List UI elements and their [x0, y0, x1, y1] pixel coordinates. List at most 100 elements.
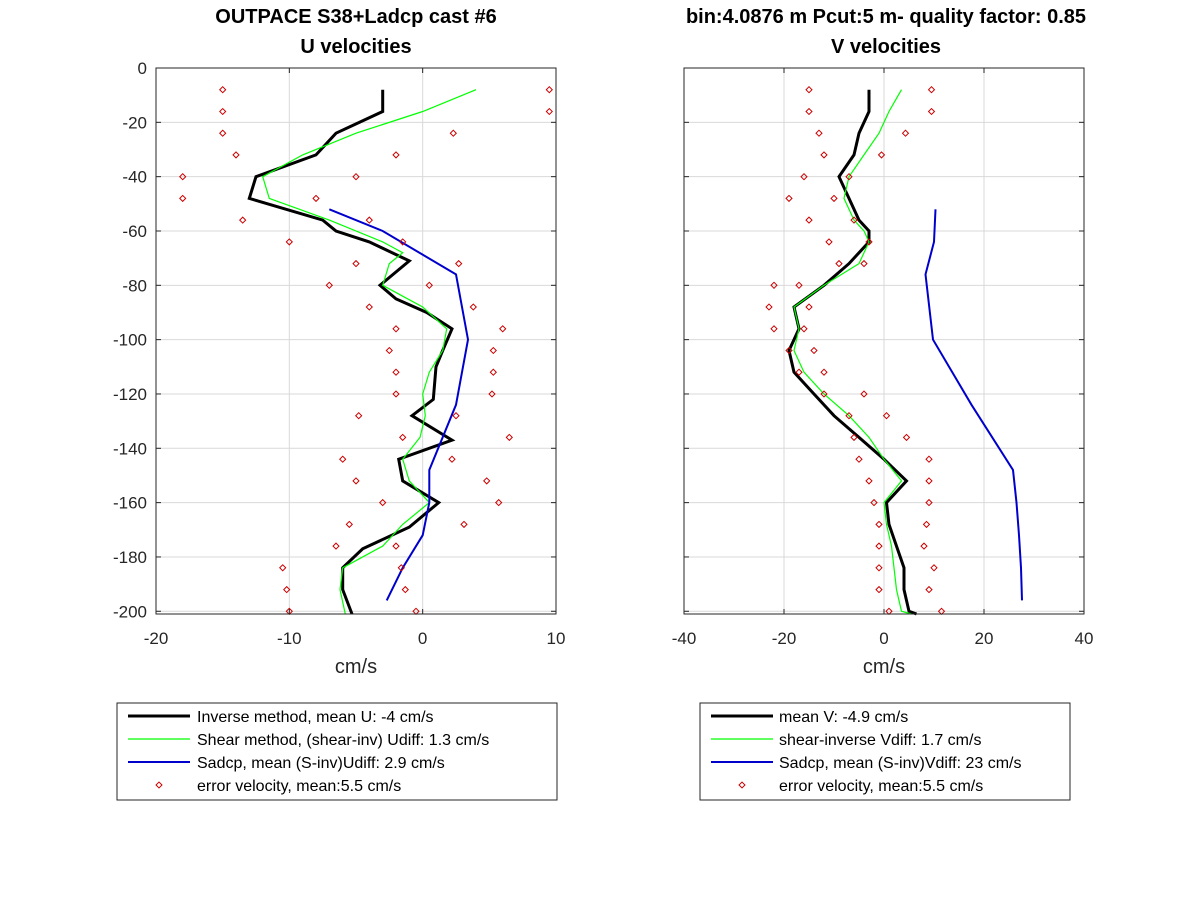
v-error-point [820, 368, 828, 376]
v-plot-series [765, 86, 1023, 616]
v-error-point [865, 238, 873, 246]
u-error-point [469, 303, 477, 311]
v-error-point [927, 86, 936, 94]
v-error-point [865, 477, 873, 485]
u-error-point [219, 86, 227, 94]
v-plot-ticks: -40 -20 0 20 40 [672, 67, 1094, 648]
u-error-point [545, 107, 553, 116]
u-error-point [505, 433, 513, 442]
u-plot-xlabel: cm/s [335, 656, 377, 678]
diamond-marker-icon [738, 781, 746, 789]
v-error-point [820, 151, 828, 159]
u-error-point [460, 520, 468, 529]
right-chart-title: bin:4.0876 m Pcut:5 m- quality factor: 0… [686, 6, 1086, 28]
u-error-point [488, 390, 496, 398]
u-y-tick-label: 0 [138, 59, 147, 78]
u-error-point [339, 455, 347, 463]
u-x-tick-label: -20 [144, 629, 169, 648]
u-error-point [385, 346, 393, 355]
u-error-point [392, 368, 400, 376]
v-error-point [795, 368, 803, 376]
v-velocity-plot: -40 -20 0 20 40 cm/s [672, 67, 1094, 678]
u-error-point [179, 194, 187, 203]
u-legend-inverse-label: Inverse method, mean U: -4 cm/s [197, 709, 434, 726]
u-velocity-plot: -20 -10 0 100-20-40-60-80-100-120-140-160-1… [113, 59, 565, 678]
u-error-point [397, 564, 405, 572]
v-legend-inverse-label: mean V: -4.9 cm/s [779, 709, 908, 726]
v-legend-error-label: error velocity, mean:5.5 cm/s [779, 778, 983, 795]
v-error-point [925, 477, 933, 485]
u-error-point [401, 585, 409, 594]
v-error-point [805, 303, 813, 311]
u-error-point [285, 238, 293, 246]
u-error-point [425, 281, 433, 289]
u-error-point [325, 281, 333, 289]
v-error-point [800, 173, 808, 181]
v-error-point [835, 259, 843, 268]
u-legend-sadcp-label: Sadcp, mean (S-inv)Udiff: 2.9 cm/s [197, 755, 445, 772]
u-error-point [489, 346, 497, 355]
u-y-tick-label: -180 [113, 548, 147, 567]
u-error-point [352, 477, 360, 485]
u-error-point [355, 412, 363, 420]
u-error-point [239, 216, 247, 224]
u-series-sadcp-line [328, 208, 470, 601]
v-x-tick-label: -40 [672, 629, 697, 648]
u-y-tick-label: -200 [113, 602, 147, 621]
v-x-tick-label: -20 [772, 629, 797, 648]
v-error-point [875, 564, 883, 572]
v-error-point [937, 607, 946, 615]
left-chart-title: OUTPACE S38+Ladcp cast #6 [215, 6, 496, 28]
v-error-point [860, 390, 868, 398]
v-x-tick-label: 40 [1075, 629, 1094, 648]
v-error-point [805, 216, 813, 224]
v-error-point [805, 107, 813, 116]
v-error-point [877, 151, 886, 159]
v-error-point [902, 433, 911, 442]
v-error-point [800, 325, 808, 333]
v-error-point [825, 238, 833, 246]
v-error-point [875, 585, 883, 594]
u-y-tick-label: -60 [122, 222, 147, 241]
v-legend: mean V: -4.9 cm/s shear-inverse Vdiff: 1… [699, 702, 1071, 801]
v-error-point [785, 346, 793, 355]
u-error-point [232, 151, 240, 159]
u-error-point [352, 259, 360, 268]
v-error-point [805, 86, 813, 94]
u-error-point [345, 520, 353, 529]
v-legend-sadcp-label: Sadcp, mean (S-inv)Vdiff: 23 cm/s [779, 755, 1021, 772]
u-x-tick-label: -10 [277, 629, 302, 648]
u-plot-series [179, 86, 553, 615]
v-error-point [795, 281, 803, 289]
v-x-tick-label: 0 [879, 629, 888, 648]
u-series-shear-line [261, 89, 477, 615]
right-chart-subtitle: V velocities [831, 36, 941, 58]
u-error-point [285, 607, 293, 615]
u-error-point [483, 477, 491, 485]
u-error-point [283, 585, 291, 594]
v-series-shear-line [793, 89, 912, 615]
v-error-point [885, 607, 893, 615]
u-error-point [399, 238, 407, 246]
v-error-point [882, 412, 891, 420]
u-error-point [179, 173, 187, 181]
v-error-point [925, 455, 933, 463]
u-x-tick-label: 0 [418, 629, 427, 648]
u-error-point [499, 325, 507, 333]
u-legend-error-label: error velocity, mean:5.5 cm/s [197, 778, 401, 795]
v-plot-xlabel: cm/s [863, 656, 905, 678]
u-error-point [365, 303, 373, 311]
v-error-point [810, 346, 818, 355]
v-error-point [901, 129, 910, 137]
u-error-point [449, 129, 457, 137]
left-chart-subtitle: U velocities [300, 36, 411, 58]
u-legend-box [116, 702, 558, 801]
u-error-point [452, 412, 460, 420]
v-error-point [850, 216, 858, 224]
v-error-point [845, 173, 853, 181]
u-error-point [392, 325, 400, 333]
u-x-tick-label: 10 [547, 629, 566, 648]
v-error-point [860, 259, 868, 268]
v-series-inverse-line [787, 89, 918, 616]
